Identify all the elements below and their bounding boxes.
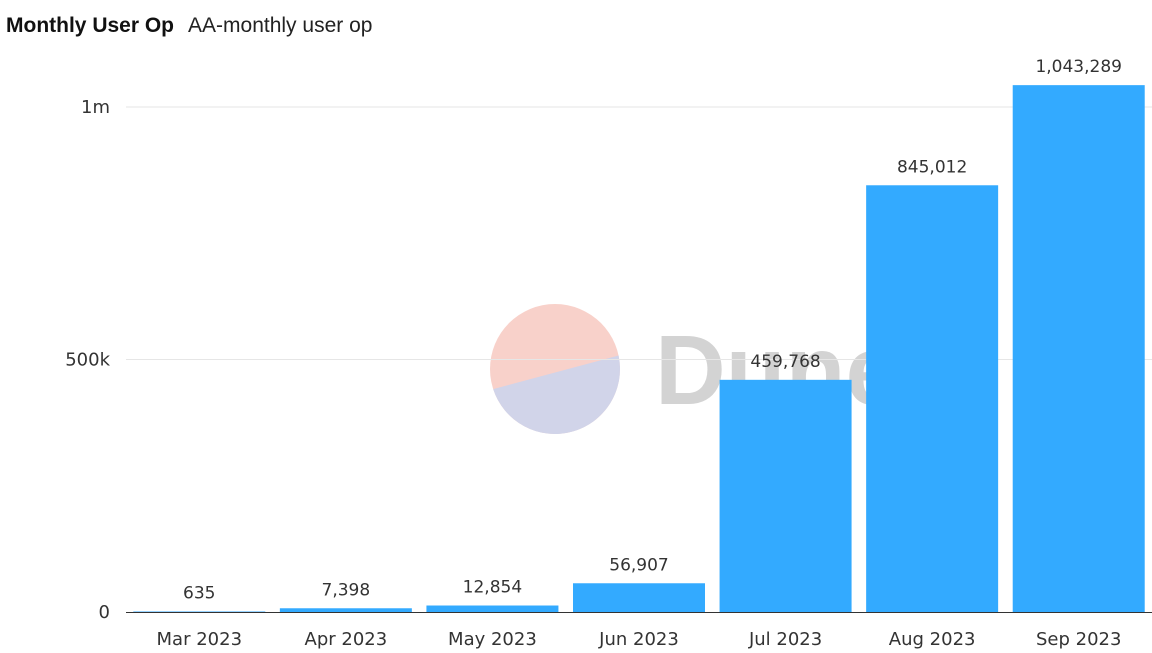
bar bbox=[573, 583, 705, 612]
data-label: 1,043,289 bbox=[1035, 57, 1122, 77]
data-label: 635 bbox=[183, 584, 215, 604]
x-axis-ticks: Mar 2023 Apr 2023 May 2023 Jun 2023 Jul 2023… bbox=[157, 629, 1122, 650]
y-tick-label: 1m bbox=[81, 97, 110, 118]
bar bbox=[133, 611, 266, 612]
bar bbox=[1012, 85, 1145, 613]
x-tick-label: Mar 2023 bbox=[157, 629, 243, 650]
chart-header: Monthly User Op AA-monthly user op bbox=[6, 14, 372, 46]
data-label: 56,907 bbox=[609, 555, 668, 575]
bar bbox=[719, 379, 852, 612]
x-tick-label: Sep 2023 bbox=[1036, 629, 1121, 650]
watermark-circle-bottom bbox=[493, 355, 620, 434]
x-tick-label: Apr 2023 bbox=[305, 629, 388, 650]
x-tick-label: May 2023 bbox=[448, 629, 537, 650]
y-tick-label: 0 bbox=[99, 602, 110, 623]
chart-title: Monthly User Op bbox=[6, 14, 175, 37]
bar bbox=[279, 608, 412, 612]
x-tick-label: Jul 2023 bbox=[748, 629, 822, 650]
x-tick-label: Jun 2023 bbox=[598, 629, 679, 650]
data-label: 7,398 bbox=[322, 580, 371, 600]
x-tick-label: Aug 2023 bbox=[889, 629, 976, 650]
bars bbox=[133, 85, 1145, 613]
dune-watermark-logo: Dune bbox=[490, 304, 900, 434]
chart-subtitle: AA-monthly user op bbox=[188, 14, 373, 37]
data-label: 845,012 bbox=[897, 157, 967, 177]
y-axis-ticks: 0 500k 1m bbox=[65, 97, 110, 623]
y-tick-label: 500k bbox=[65, 350, 110, 371]
data-labels: 635 7,398 12,854 56,907 459,768 845,012 1,043,… bbox=[183, 57, 1122, 603]
data-label: 459,768 bbox=[750, 352, 820, 372]
data-label: 12,854 bbox=[463, 578, 522, 598]
bar bbox=[426, 605, 559, 612]
bar bbox=[866, 185, 999, 613]
